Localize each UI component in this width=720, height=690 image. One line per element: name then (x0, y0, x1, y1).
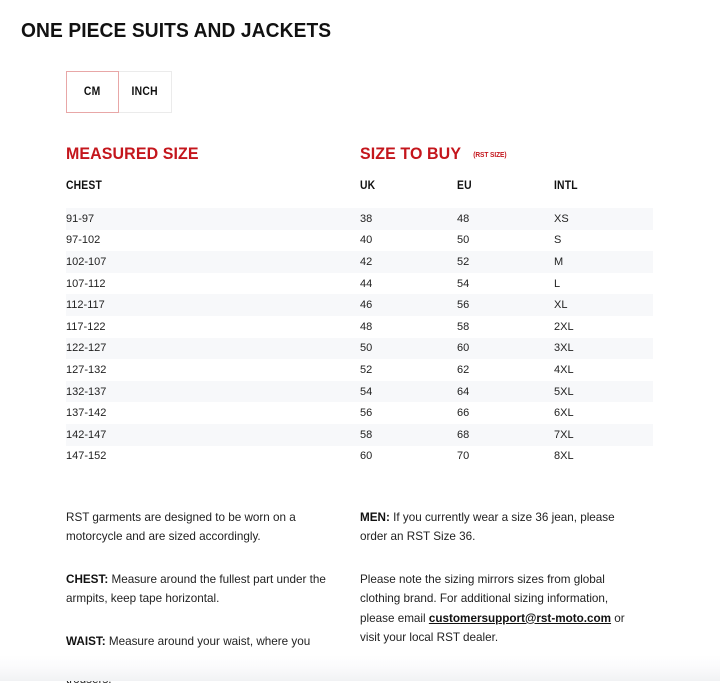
cell-intl: 6XL (554, 407, 574, 420)
cell-intl: XL (554, 299, 568, 312)
table-header-row: CHEST UK EU INTL (66, 180, 653, 208)
table-row: 127-132 52 62 4XL (66, 359, 653, 381)
cell-eu: 60 (457, 342, 470, 355)
cell-intl: 8XL (554, 450, 574, 463)
table-row: 112-117 46 56 XL (66, 294, 653, 316)
unit-option-cm-label: CM (84, 86, 101, 98)
cell-uk: 58 (360, 428, 373, 441)
table-row: 122-127 50 60 3XL (66, 337, 653, 360)
cell-chest: 102-107 (66, 255, 107, 268)
cell-eu: 56 (457, 299, 470, 312)
cell-intl: S (554, 234, 562, 247)
cell-chest: 142-147 (66, 428, 107, 441)
cell-chest: 147-152 (66, 450, 107, 463)
note-men-label: MEN: (360, 511, 390, 524)
note-global-text-before: Please note the sizing mirrors sizes fro… (360, 572, 609, 625)
cell-intl: XS (554, 212, 569, 225)
table-row: 107-112 44 54 L (66, 273, 653, 295)
cell-uk: 46 (360, 299, 373, 312)
table-row: 97-102 40 50 S (66, 230, 653, 252)
bottom-edge-shadow (0, 655, 720, 681)
table-row: 91-97 38 48 XS (66, 208, 653, 230)
section-heading-size-to-buy: SIZE TO BUY (RST SIZE) (360, 144, 508, 164)
column-header-intl: INTL (554, 180, 578, 192)
section-heading-size-to-buy-label: SIZE TO BUY (360, 144, 462, 163)
column-header-eu: EU (457, 180, 472, 192)
section-heading-measured-size-label: MEASURED SIZE (66, 144, 199, 163)
cell-eu: 62 (457, 363, 470, 376)
cell-uk: 60 (360, 450, 373, 463)
cell-intl: 2XL (554, 320, 574, 333)
table-row: 132-137 54 64 5XL (66, 380, 653, 403)
cell-uk: 40 (360, 234, 373, 247)
cell-intl: M (554, 255, 564, 268)
unit-option-cm[interactable]: CM (66, 71, 119, 113)
section-heading-measured-size: MEASURED SIZE (66, 144, 207, 164)
note-men-text: If you currently wear a size 36 jean, pl… (360, 511, 615, 544)
cell-intl: 3XL (554, 342, 574, 355)
cell-eu: 52 (457, 255, 470, 268)
cell-chest: 132-137 (66, 385, 107, 398)
size-table: CHEST UK EU INTL 91-97 38 48 XS 97-102 4… (66, 180, 653, 467)
table-row: 142-147 58 68 7XL (66, 423, 653, 446)
cell-uk: 48 (360, 320, 373, 333)
cell-eu: 48 (457, 212, 470, 225)
unit-toggle[interactable]: CM INCH (66, 71, 172, 113)
cell-eu: 70 (457, 450, 470, 463)
column-header-chest: CHEST (66, 180, 102, 192)
column-header-uk: UK (360, 180, 376, 192)
cell-intl: 4XL (554, 363, 574, 376)
cell-chest: 117-122 (66, 320, 106, 333)
table-row: 102-107 42 52 M (66, 251, 653, 273)
cell-chest: 127-132 (66, 363, 107, 376)
cell-eu: 64 (457, 385, 470, 398)
note-men: MEN: If you currently wear a size 36 jea… (360, 508, 632, 547)
cell-uk: 50 (360, 342, 373, 355)
cell-eu: 50 (457, 234, 470, 247)
cell-intl: 5XL (554, 385, 574, 398)
note-chest-text: Measure around the fullest part under th… (66, 572, 326, 606)
cell-uk: 38 (360, 212, 373, 225)
cell-eu: 68 (457, 428, 470, 441)
cell-eu: 66 (457, 407, 470, 420)
note-general: RST garments are designed to be worn on … (66, 511, 296, 544)
cell-uk: 52 (360, 363, 373, 376)
cell-uk: 44 (360, 277, 373, 290)
note-chest: CHEST: Measure around the fullest part u… (66, 570, 338, 609)
cell-chest: 97-102 (66, 234, 101, 247)
cell-chest: 112-117 (66, 299, 105, 312)
cell-chest: 137-142 (66, 407, 107, 420)
unit-option-inch[interactable]: INCH (119, 71, 172, 113)
notes-right-column: MEN: If you currently wear a size 36 jea… (360, 508, 654, 690)
unit-option-inch-label: INCH (131, 86, 159, 98)
support-email-link[interactable]: customersupport@rst-moto.com (428, 611, 612, 625)
cell-uk: 56 (360, 407, 373, 420)
page-title: ONE PIECE SUITS AND JACKETS (21, 20, 332, 42)
table-row: 147-152 60 70 8XL (66, 446, 653, 468)
cell-intl: 7XL (554, 428, 574, 441)
cell-uk: 42 (360, 255, 373, 268)
cell-intl: L (554, 277, 561, 290)
note-chest-label: CHEST: (66, 572, 109, 586)
cell-chest: 91-97 (66, 212, 95, 225)
note-waist-label: WAIST: (66, 634, 106, 648)
section-heading-size-to-buy-note: (RST SIZE) (472, 150, 507, 159)
cell-chest: 122-127 (66, 342, 107, 355)
cell-uk: 54 (360, 385, 373, 398)
note-global-sizing: Please note the sizing mirrors sizes fro… (360, 570, 632, 648)
cell-eu: 54 (457, 277, 470, 290)
note-global-text-after: or visit your local RST dealer. (360, 611, 625, 645)
table-row: 117-122 48 58 2XL (66, 316, 653, 338)
cell-eu: 58 (457, 320, 470, 333)
table-row: 137-142 56 66 6XL (66, 402, 653, 424)
cell-chest: 107-112 (66, 277, 106, 290)
